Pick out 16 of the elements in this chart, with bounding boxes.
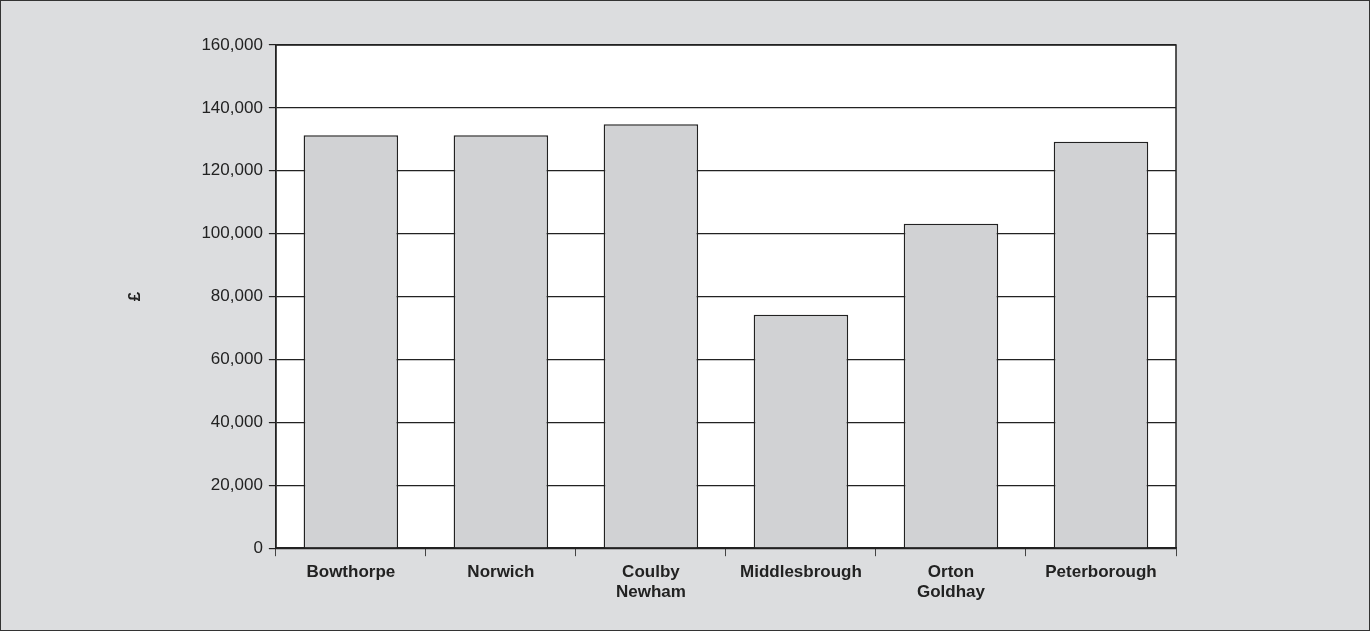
x-tick-label: Coulby Newham: [615, 562, 686, 602]
y-tick-label: 160,000: [201, 34, 263, 54]
y-axis-title: £: [124, 291, 144, 302]
y-tick-label: 20,000: [210, 474, 263, 494]
y-tick-label: 60,000: [210, 349, 263, 369]
y-tick-label: 100,000: [201, 223, 263, 243]
y-tick-label: 0: [253, 537, 263, 557]
x-tick-label: Middlesbrough: [740, 562, 862, 582]
x-tick-label: Norwich: [467, 562, 535, 582]
y-tick-label: 80,000: [210, 286, 263, 306]
x-tick-label: Bowthorpe: [306, 562, 396, 582]
x-tick-label: Peterborough: [1045, 562, 1157, 582]
y-tick-label: 40,000: [210, 412, 263, 432]
y-tick-label: 120,000: [201, 160, 263, 180]
y-tick-label: 140,000: [201, 97, 263, 117]
x-tick-label: Orton Goldhay: [916, 562, 986, 602]
